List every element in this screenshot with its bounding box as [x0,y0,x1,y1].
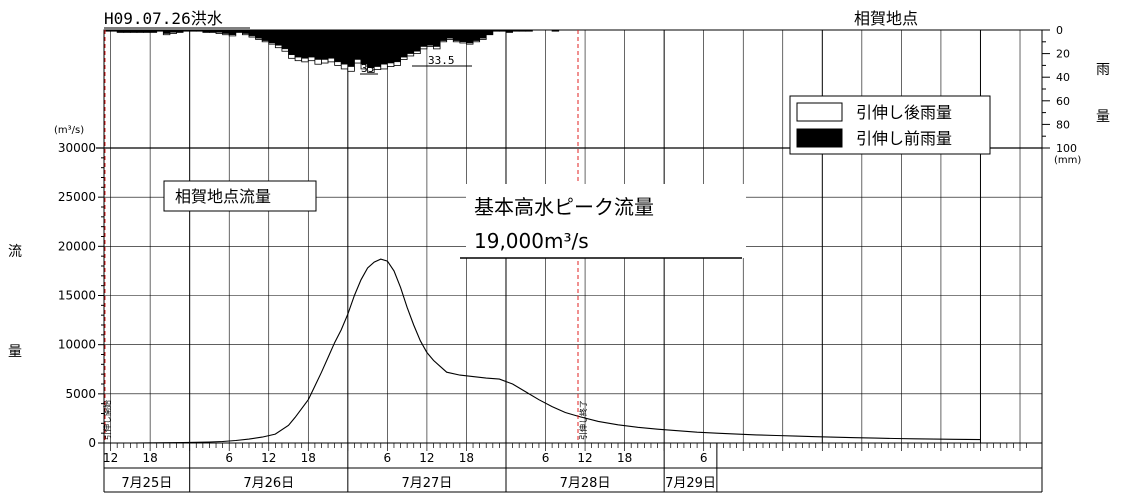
flow-tick-label: 15000 [58,289,96,303]
day-label: 7月28日 [560,476,611,491]
rain-bar-before [222,29,230,34]
rain-bar-before [459,29,467,43]
rain-bar-before [439,29,447,41]
rain-bar-before [453,29,461,41]
rain-bar-before [294,29,302,58]
legend-label-after: 引伸し後雨量 [856,103,952,122]
flow-tick-label: 5000 [65,387,96,401]
rain-bar-before [301,29,309,59]
rain-tick-label: 100 [1056,142,1077,155]
legend-swatch-after [796,102,843,122]
flow-ylabel-1: 流 [8,244,22,260]
flow-tick-label: 0 [88,436,96,450]
flow-tick-label: 25000 [58,190,96,204]
rain-axis: 0 20 40 60 80 100 [1042,24,1077,155]
hour-tick-label: 18 [459,451,474,465]
rain-bar-before [275,29,283,46]
rain-tick-label: 60 [1056,95,1070,108]
rain-bar-before [387,29,395,64]
day-label: 7月27日 [401,476,452,491]
rain-bar-before [334,29,342,63]
rain-unit-label: (mm) [1054,155,1081,166]
stretch-start-label: 引伸し開始 [102,400,112,440]
rain-bar-before [354,29,362,60]
day-label: 7月26日 [243,476,294,491]
rain-bar-before [242,29,250,34]
day-label: 7月25日 [121,476,172,491]
flow-tick-label: 20000 [58,239,96,253]
rain-bar-before [281,29,289,50]
rain-bar-before [373,29,382,67]
flow-ylabel-2: 量 [8,344,22,360]
rain-bar-before [446,29,454,39]
rain-bar-before [380,29,388,65]
x-axis: 12 18 6 12 18 6 12 18 6 12 18 6 7月25日 7月26日 7月27日 7月28日… [103,443,1043,493]
rain-tick-label: 80 [1056,118,1070,131]
rain-peak-label-2: 33.5 [428,54,455,67]
rain-bar-before [400,29,408,58]
flow-tick-label: 10000 [58,338,96,352]
hour-tick-label: 12 [103,451,118,465]
hour-tick-label: 12 [261,451,276,465]
hour-tick-label: 18 [617,451,632,465]
station-label-box [163,180,317,212]
rain-bar-before [472,29,480,41]
rain-bar-before [479,29,487,39]
hour-tick-label: 12 [577,451,592,465]
legend-label-before: 引伸し前雨量 [856,129,952,148]
day-label: 7月29日 [665,476,716,491]
rain-ylabel-1: 雨 [1096,62,1110,78]
rain-bar-before [327,29,335,59]
hour-tick-label: 6 [384,451,392,465]
rain-peak-label-1: 33 [361,62,374,75]
rain-bar-before [466,29,474,44]
peak-annotation-bg [466,184,746,258]
rain-bar-before [255,29,263,39]
peak-annotation-line2: 19,000m³/s [474,229,589,253]
hour-tick-label: 6 [700,451,708,465]
rain-bar-before [314,29,322,60]
chart-title-right: 相賀地点 [854,9,918,28]
rain-tick-label: 0 [1056,24,1063,37]
rain-bar-before [261,29,270,41]
rain-bar-before [288,29,296,56]
hour-tick-label: 6 [542,451,550,465]
hour-tick-label: 18 [142,451,157,465]
rain-bar-before [433,29,441,47]
stretch-end-label: 引伸し終了 [578,400,588,440]
rain-bar-before [426,29,434,46]
rain-bar-before [406,29,414,54]
station-label: 相賀地点流量 [175,187,271,206]
rain-bar-before [393,29,401,63]
flow-unit-label: (m³/s) [54,125,84,136]
rain-bar-before [420,29,428,47]
rain-tick-label: 40 [1056,71,1070,84]
rain-bar-before [413,29,421,52]
rain-tick-label: 20 [1056,48,1070,61]
peak-annotation-line1: 基本高水ピーク流量 [474,195,654,219]
legend-swatch-before [796,128,843,148]
hour-tick-label: 12 [419,451,434,465]
flow-series-line [104,258,981,444]
rain-bar-before [485,29,494,35]
rain-bar-before [360,29,368,65]
rain-bar-before [163,29,171,34]
rain-bar-before [308,29,316,58]
hour-tick-label: 18 [301,451,316,465]
rain-bar-before [321,29,329,60]
legend: 引伸し後雨量 引伸し前雨量 [789,95,991,155]
rain-bar-before [248,29,256,37]
rain-bar-before [340,29,349,65]
chart-title-left: H09.07.26洪水 [104,9,223,28]
rain-bar-before [228,29,237,35]
rain-ylabel-2: 量 [1096,109,1110,125]
rain-bar-before [347,29,355,67]
flow-tick-label: 30000 [58,141,96,155]
hour-tick-label: 6 [225,451,233,465]
rain-bar-before [268,29,276,44]
flow-axis: 0 5000 10000 15000 20000 25000 30000 [58,141,104,450]
